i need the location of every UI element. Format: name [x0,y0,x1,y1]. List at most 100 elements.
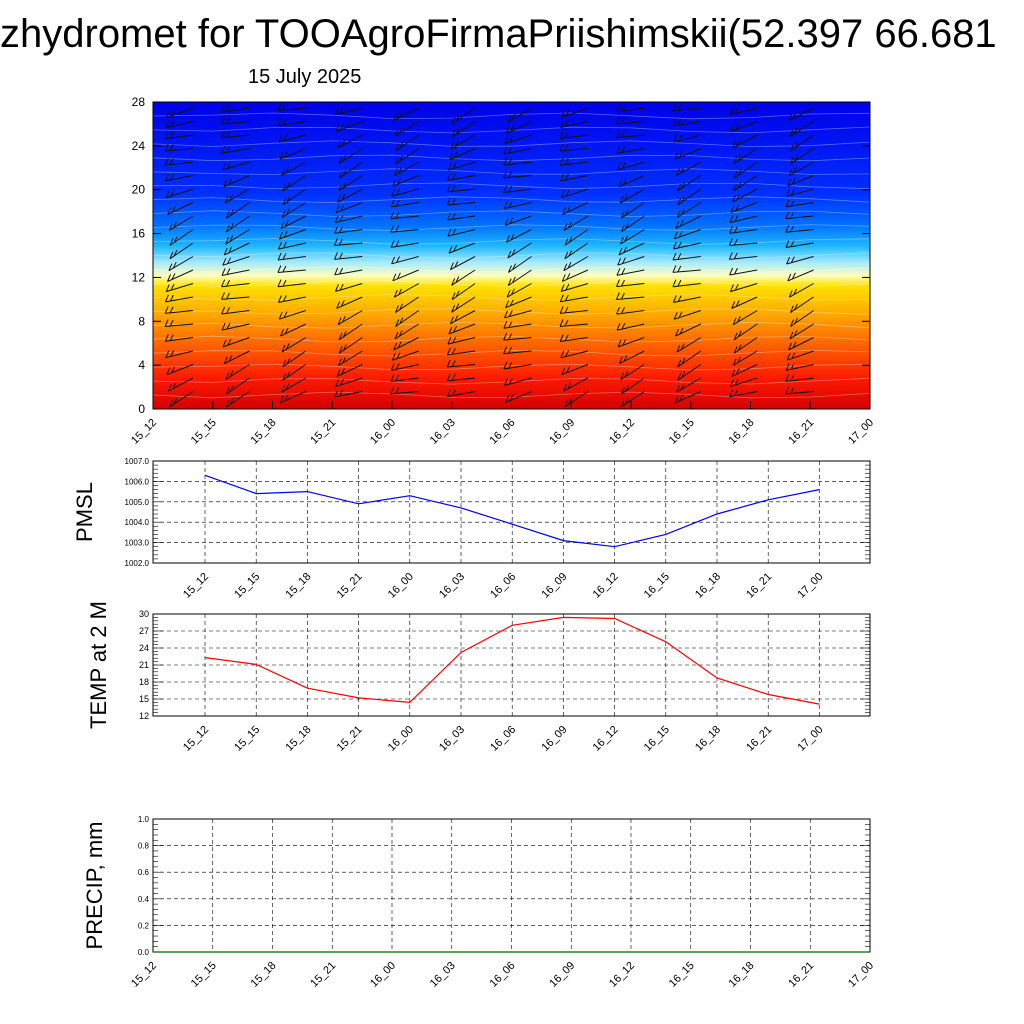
x-tick-label: 16_03 [437,571,467,601]
wind-barb [733,337,758,354]
wind-barb [616,146,645,154]
wind-barb [280,161,307,177]
wind-barb [221,268,250,276]
wind-barb [280,323,307,337]
x-tick-label: 16_21 [786,960,816,990]
wind-barb [336,364,363,377]
wind-barb [167,269,194,282]
wind-barb [616,268,645,276]
x-tick-label: 15_21 [335,571,365,601]
wind-barb [278,241,306,250]
wind-barb [616,306,645,315]
wind-barb [334,226,363,234]
wind-barb [223,350,250,365]
y-tick-label: 1.0 [138,815,150,824]
wind-barb [563,256,589,272]
wind-barb [221,279,250,288]
wind-barb [164,334,194,342]
wind-barb [672,241,701,250]
wind-barb [507,242,532,259]
y-tick-label: 24 [132,139,146,153]
wind-barb [785,240,814,248]
wind-barb [394,296,419,314]
wind-barb [677,175,702,192]
wind-barb [221,116,250,125]
wind-barb [225,229,250,245]
x-tick-label: 15_21 [308,960,338,990]
wind-barb [164,157,194,166]
wind-barb [559,131,588,139]
wind-barb [390,386,419,395]
y-axis-label: PRECIP, mm [82,822,107,950]
contour-line [153,321,870,329]
wind-barb [164,306,194,314]
x-tick-label: 16_00 [368,960,398,990]
x-tick-label: 17_00 [795,724,825,754]
x-tick-label: 15_18 [283,571,313,601]
x-tick-label: 15_12 [181,724,211,754]
wind-barb [559,319,588,327]
wind-barb [338,148,363,165]
wind-barb [503,332,532,341]
wind-barb [619,229,645,245]
wind-barb [507,107,532,124]
x-tick-label: 15_15 [189,960,219,990]
wind-barb [277,279,306,288]
contour-line [153,210,870,218]
wind-barb [788,283,814,298]
wind-barb [338,337,363,354]
temp-panel: 12 15 18 21 24 27 30 15_12 15_15 15_18 15_21 16_00 1… [86,601,871,754]
wind-barb [392,175,419,187]
contour-line [153,266,870,273]
wind-barb [277,118,306,127]
wind-barb [617,337,645,348]
wind-barb [392,269,419,282]
wind-barb [222,161,250,171]
wind-barb [390,240,419,248]
wind-barb [731,296,758,309]
y-tick-label: 18 [139,677,149,687]
cross-section-panel: 0 4 8 12 16 20 24 28 15_12 15_15 15_18 15_21 16_00 16… [129,95,876,447]
x-tick-label: 17_00 [846,960,876,990]
wind-barb [391,188,419,197]
wind-barb [733,323,758,341]
wind-barb [395,310,419,327]
wind-barb [733,175,758,192]
y-axis-label: PMSL [72,482,97,542]
wind-barb [503,158,532,166]
wind-barb [789,296,814,314]
x-tick-label: 16_03 [428,417,458,447]
y-tick-label: 1002.0 [125,559,150,568]
x-tick-label: 16_18 [727,417,757,447]
wind-barb [562,377,589,392]
wind-barb [393,161,419,177]
wind-barb [560,283,589,292]
wind-barb [729,267,758,276]
x-tick-label: 16_09 [539,571,569,601]
wind-barb [390,374,419,382]
wind-barb [507,269,532,287]
wind-barb [393,283,419,298]
wind-barb [278,310,306,320]
wind-barb [282,188,307,206]
x-tick-label: 16_15 [667,417,697,447]
wind-barb [560,188,589,199]
wind-barb [732,350,758,366]
wind-barb [280,215,307,230]
y-tick-label: 1004.0 [125,518,150,527]
wind-barb [282,364,307,381]
wind-barb [446,359,476,368]
y-tick-label: 30 [139,609,149,619]
wind-barb [277,295,306,303]
wind-barb [785,374,814,382]
wind-barb [788,161,814,177]
contour-line [153,140,870,148]
wind-barb [787,175,814,187]
x-tick-label: 15_12 [129,960,159,990]
wind-barb [559,158,588,166]
wind-barb [164,294,194,303]
wind-barb [559,334,588,342]
wind-barb [789,148,814,165]
y-tick-label: 20 [132,183,146,197]
wind-barb [279,229,306,240]
